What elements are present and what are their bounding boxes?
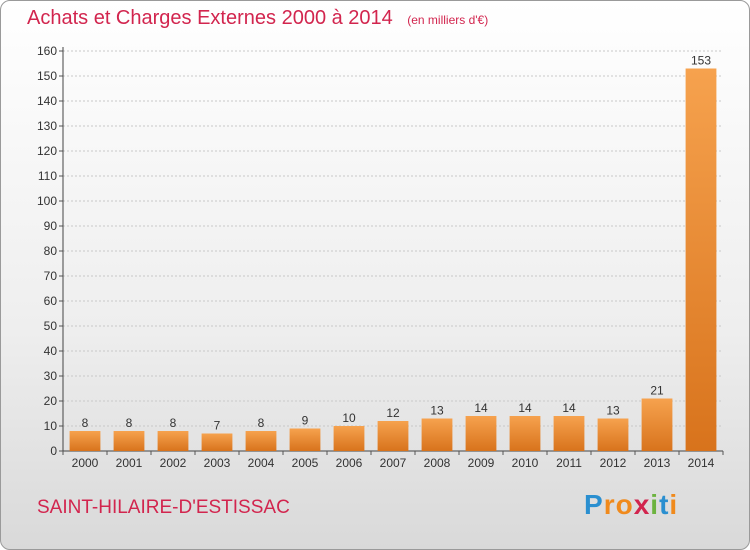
data-label-2013: 21: [650, 384, 664, 398]
y-tick-label: 10: [44, 419, 58, 433]
x-tick-label: 2009: [468, 456, 495, 470]
chart-title: Achats et Charges Externes 2000 à 2014: [27, 7, 393, 29]
bar-2008: [421, 418, 453, 451]
logo-letter: o: [615, 489, 634, 520]
data-label-2004: 8: [258, 416, 265, 430]
x-tick-label: 2007: [380, 456, 407, 470]
y-tick-label: 150: [37, 69, 57, 83]
bar-2014: [685, 68, 717, 451]
logo-letter: i: [650, 489, 660, 520]
x-tick-label: 2005: [292, 456, 319, 470]
x-tick-label: 2011: [556, 456, 582, 470]
y-tick-label: 100: [37, 194, 57, 208]
data-label-2008: 13: [430, 404, 444, 418]
y-tick-label: 110: [38, 169, 57, 183]
y-tick-label: 120: [37, 144, 57, 158]
logo-letter: r: [603, 489, 616, 520]
y-tick-label: 80: [44, 244, 58, 258]
y-tick-label: 30: [44, 369, 58, 383]
bar-2000: [69, 431, 101, 451]
y-tick-label: 140: [37, 94, 57, 108]
data-label-2007: 12: [386, 406, 400, 420]
x-tick-label: 2001: [116, 456, 143, 470]
bars: [69, 68, 717, 451]
y-tick-label: 0: [50, 444, 57, 458]
x-tick-label: 2002: [160, 456, 187, 470]
data-label-2002: 8: [170, 416, 177, 430]
x-tick-label: 2000: [72, 456, 99, 470]
x-tick-labels: 2000 2001 2002 2003 2004 2005 2006 2007 2008 2009…: [72, 456, 715, 470]
data-label-2012: 13: [606, 404, 620, 418]
unit-note: (en milliers d'€): [407, 13, 489, 27]
grid-lines: [63, 50, 723, 427]
x-tick-label: 2006: [336, 456, 363, 470]
y-tick-label: 160: [37, 44, 57, 58]
bar-2012: [597, 418, 629, 451]
commune-name: SAINT-HILAIRE-D'ESTISSAC: [37, 497, 290, 518]
y-tick-labels: 0 10 20 30 40 50 60 70 80 90 100 110 120 130 140 150 160: [37, 44, 57, 458]
bar-2011: [553, 416, 585, 451]
data-labels: 8 8 8 7 8 9 10 12 13 14 14 14 13 21 153: [82, 54, 712, 433]
bar-2007: [377, 421, 409, 451]
y-tick-label: 70: [44, 269, 58, 283]
y-tick-label: 20: [44, 394, 58, 408]
x-tick-label: 2012: [600, 456, 627, 470]
logo-letter: i: [669, 489, 679, 520]
bar-2002: [157, 431, 189, 451]
logo-letter: t: [659, 489, 670, 520]
y-tick-label: 60: [44, 294, 58, 308]
data-label-2003: 7: [214, 419, 221, 433]
bar-2010: [509, 416, 541, 451]
bar-2006: [333, 426, 365, 451]
proxiti-logo: Proxiti: [584, 489, 678, 521]
data-label-2010: 14: [518, 401, 532, 415]
bar-2005: [289, 428, 321, 451]
y-tick-label: 130: [37, 119, 57, 133]
data-label-2014: 153: [691, 54, 711, 68]
x-tick-label: 2013: [644, 456, 671, 470]
data-label-2000: 8: [82, 416, 89, 430]
bar-2009: [465, 416, 497, 451]
data-label-2011: 14: [562, 401, 576, 415]
bar-2004: [245, 431, 277, 451]
chart-title-block: Achats et Charges Externes 2000 à 2014 (…: [27, 7, 488, 30]
x-tick-label: 2003: [204, 456, 231, 470]
x-tick-label: 2004: [248, 456, 275, 470]
logo-letter: x: [633, 489, 651, 520]
data-label-2006: 10: [342, 411, 356, 425]
logo-letter: P: [584, 489, 604, 520]
data-label-2001: 8: [126, 416, 133, 430]
y-tick-label: 40: [44, 344, 58, 358]
bar-2013: [641, 398, 673, 451]
y-tick-label: 50: [44, 319, 58, 333]
y-tick-label: 90: [44, 219, 58, 233]
x-tick-label: 2010: [512, 456, 539, 470]
x-tick-label: 2014: [688, 456, 715, 470]
data-label-2009: 14: [474, 401, 488, 415]
x-tick-label: 2008: [424, 456, 451, 470]
data-label-2005: 9: [302, 414, 309, 428]
bar-2001: [113, 431, 145, 451]
bar-2003: [201, 433, 233, 451]
